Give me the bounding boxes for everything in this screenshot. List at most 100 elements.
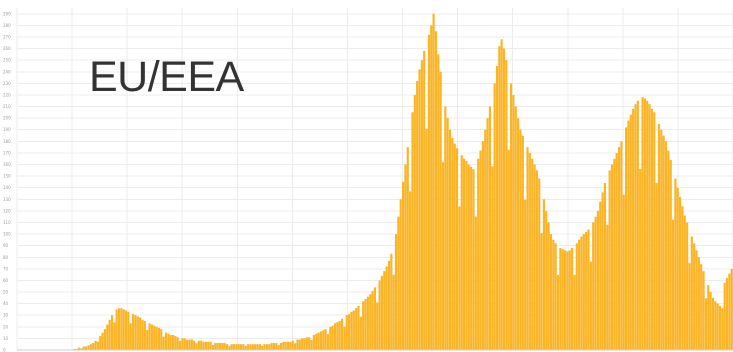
- bar: [188, 339, 191, 350]
- bar: [528, 152, 531, 350]
- bar: [117, 308, 121, 350]
- y-tick-label: 0: [3, 348, 6, 352]
- bar: [416, 81, 419, 350]
- bar: [704, 298, 707, 350]
- y-tick-label: 250: [3, 58, 11, 63]
- y-tick-label: 180: [3, 139, 11, 144]
- bar: [223, 343, 226, 350]
- bar: [622, 194, 625, 350]
- bar: [519, 129, 522, 350]
- bar: [455, 148, 459, 350]
- y-tick-label: 50: [3, 290, 9, 295]
- bar: [646, 100, 649, 350]
- bar: [573, 274, 576, 350]
- bar: [345, 315, 348, 350]
- bar: [209, 341, 212, 350]
- bar: [439, 71, 442, 350]
- bar: [216, 343, 219, 350]
- bar: [183, 338, 186, 350]
- bar: [134, 315, 137, 350]
- bar: [190, 339, 193, 350]
- bar: [620, 141, 623, 350]
- bar: [592, 222, 595, 350]
- bar: [366, 296, 369, 350]
- bar: [263, 344, 266, 350]
- bar: [725, 278, 729, 350]
- bar: [106, 324, 109, 350]
- bar: [387, 260, 391, 350]
- bar: [167, 333, 170, 350]
- bar: [115, 309, 118, 350]
- bar: [80, 348, 83, 350]
- bar: [343, 326, 346, 350]
- bar: [99, 336, 102, 350]
- y-tick-label: 70: [3, 266, 9, 271]
- y-tick-label: 140: [3, 185, 11, 190]
- bar: [671, 219, 675, 350]
- bar: [500, 39, 503, 351]
- y-tick-label: 240: [3, 69, 11, 74]
- bar: [204, 341, 207, 350]
- bar: [709, 292, 712, 350]
- bar: [566, 251, 569, 350]
- bar: [87, 345, 90, 350]
- bar: [679, 196, 682, 350]
- y-tick-label: 10: [3, 336, 9, 341]
- bar: [662, 135, 665, 350]
- bar: [641, 97, 644, 351]
- bar: [207, 341, 210, 350]
- bar: [571, 247, 574, 350]
- y-tick-label: 30: [3, 313, 9, 318]
- bar: [470, 166, 473, 350]
- bar: [127, 311, 130, 350]
- bar: [594, 216, 597, 350]
- bar: [108, 319, 111, 350]
- bar: [568, 250, 571, 350]
- bar: [484, 129, 487, 350]
- bar: [284, 341, 287, 350]
- y-tick-label: 220: [3, 92, 11, 97]
- y-tick-label: 210: [3, 104, 11, 109]
- bar: [460, 155, 463, 350]
- y-tick-label: 280: [3, 23, 11, 28]
- bar: [430, 25, 433, 350]
- bar: [617, 147, 621, 350]
- bar: [244, 345, 247, 350]
- bar: [580, 236, 583, 350]
- bar: [200, 340, 203, 350]
- bar: [533, 164, 536, 350]
- bar: [603, 183, 607, 350]
- bar: [186, 339, 189, 350]
- bar: [148, 323, 151, 350]
- bar: [690, 236, 693, 350]
- bar: [681, 206, 684, 350]
- y-tick-label: 40: [3, 301, 9, 306]
- bar: [716, 303, 719, 350]
- bar: [549, 234, 553, 350]
- bar: [596, 210, 599, 350]
- bar: [493, 83, 496, 351]
- bar: [451, 137, 454, 350]
- bar: [446, 118, 449, 350]
- bar: [664, 141, 668, 350]
- bar: [718, 305, 722, 350]
- bar: [301, 338, 304, 350]
- bar: [578, 239, 581, 350]
- bar: [535, 170, 538, 350]
- bar: [402, 181, 405, 350]
- bar: [444, 106, 447, 350]
- bar: [491, 166, 494, 350]
- bar: [348, 314, 351, 350]
- bar: [700, 264, 703, 350]
- bar: [268, 344, 271, 350]
- bar: [124, 310, 128, 350]
- bar: [514, 106, 517, 350]
- bar: [498, 46, 501, 350]
- bar: [552, 239, 555, 350]
- y-tick-label: 20: [3, 324, 9, 329]
- bar: [653, 112, 656, 350]
- y-tick-label: 100: [3, 232, 11, 237]
- bar: [352, 310, 355, 350]
- bar: [467, 164, 470, 350]
- bar: [547, 222, 550, 350]
